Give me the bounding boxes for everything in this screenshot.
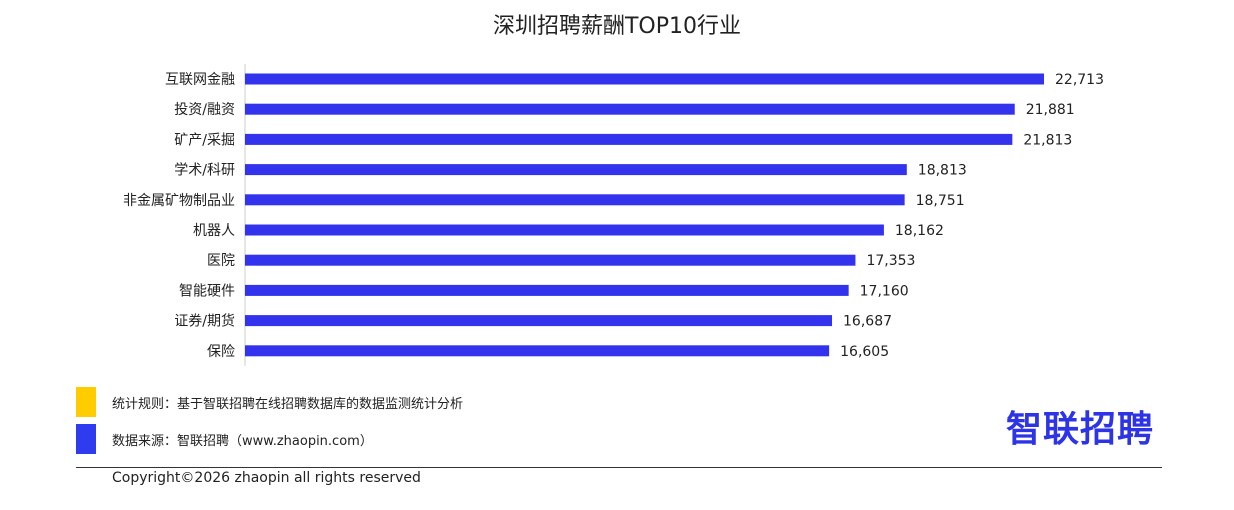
value-label: 17,160 (860, 283, 909, 299)
value-label: 17,353 (866, 253, 915, 269)
rule-note-swatch (76, 387, 96, 417)
bar (245, 194, 905, 206)
value-label: 18,162 (895, 223, 944, 239)
category-label: 非金属矿物制品业 (123, 193, 235, 209)
category-label: 智能硬件 (179, 283, 235, 299)
source-note: 数据来源：智联招聘（www.zhaopin.com） (76, 424, 373, 454)
value-label: 16,687 (843, 314, 892, 330)
bar (245, 103, 1015, 115)
bar-chart: 互联网金融 22,713 投资/融资 21,881 矿产/采掘 21,813 学术/科研 18… (123, 64, 1104, 366)
category-label: 证券/期货 (174, 313, 235, 330)
bar (245, 315, 833, 327)
category-label: 矿产/采掘 (174, 132, 235, 148)
copyright-text: Copyright©2026 zhaopin all rights reserv… (112, 470, 421, 486)
bar (245, 345, 830, 357)
category-label: 学术/科研 (174, 163, 235, 179)
source-note-text: 数据来源：智联招聘（www.zhaopin.com） (112, 433, 373, 449)
bar (245, 284, 849, 296)
value-label: 18,751 (916, 193, 965, 209)
source-note-swatch (76, 424, 96, 454)
bars-layer: 互联网金融 22,713 投资/融资 21,881 矿产/采掘 21,813 学术/科研 18… (123, 64, 1104, 366)
bar (245, 254, 856, 266)
value-label: 21,881 (1026, 102, 1075, 118)
category-label: 保险 (207, 344, 235, 360)
chart-title: 深圳招聘薪酬TOP10行业 (492, 14, 742, 39)
category-label: 机器人 (193, 223, 235, 239)
value-label: 16,605 (840, 344, 889, 360)
category-label: 医院 (207, 253, 235, 269)
footer-divider (76, 467, 1162, 468)
rule-note-text: 统计规则：基于智联招聘在线招聘数据库的数据监测统计分析 (112, 396, 464, 412)
bar (245, 73, 1044, 85)
bar (245, 133, 1013, 145)
rule-note: 统计规则：基于智联招聘在线招聘数据库的数据监测统计分析 (76, 387, 463, 417)
bar (245, 224, 884, 236)
value-label: 18,813 (918, 163, 967, 179)
value-label: 22,713 (1055, 72, 1104, 88)
zhaopin-logo: 智联招聘 (1006, 409, 1155, 450)
value-label: 21,813 (1023, 132, 1072, 148)
category-label: 投资/融资 (174, 102, 235, 118)
category-label: 互联网金融 (165, 72, 235, 88)
bar (245, 164, 907, 176)
